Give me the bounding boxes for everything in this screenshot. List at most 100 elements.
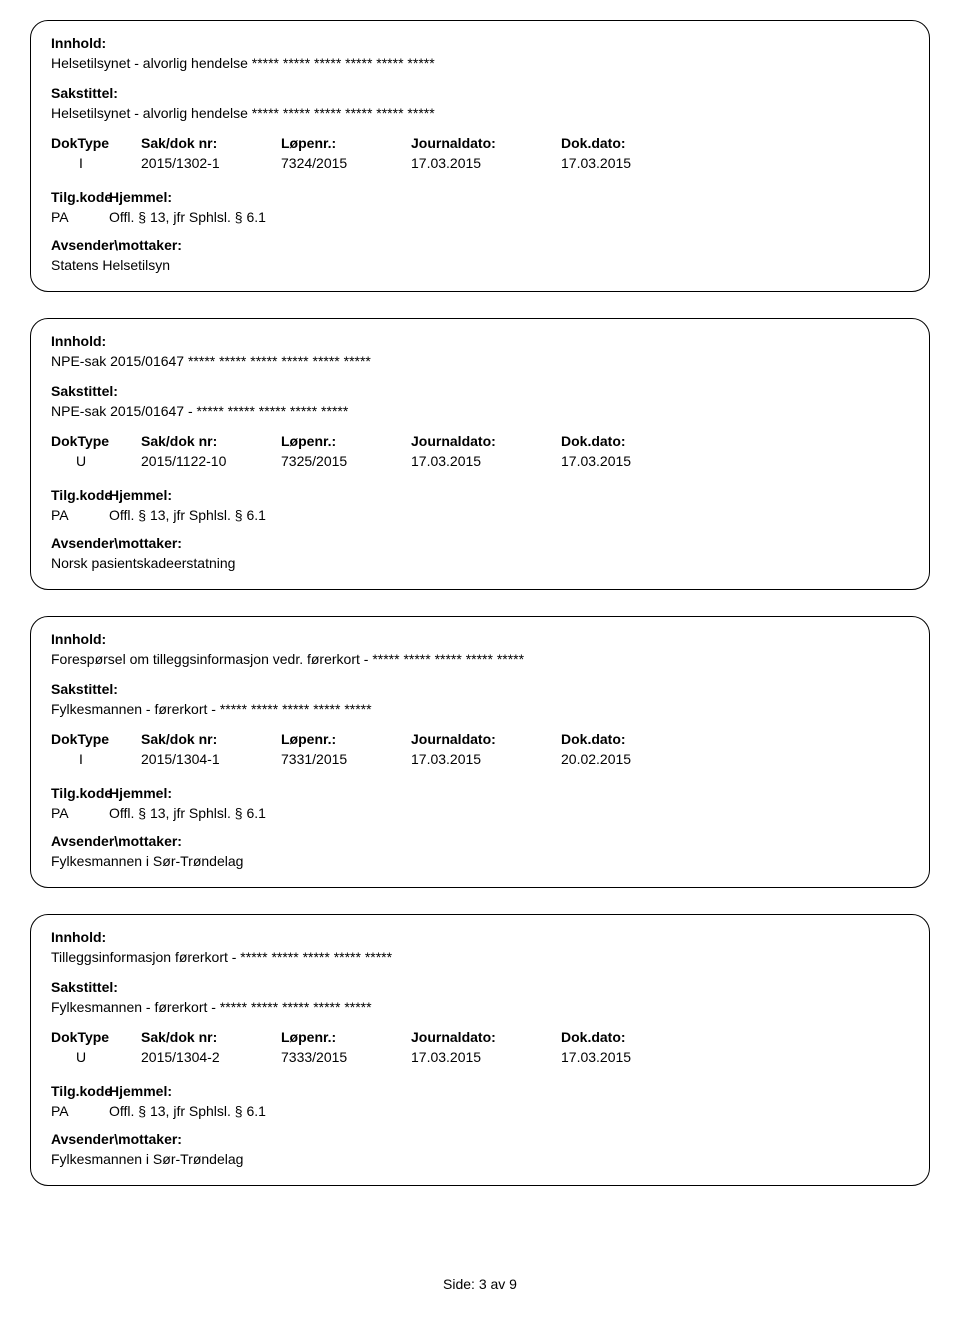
tilgkode-header: Tilg.kode [51, 1083, 109, 1099]
doktype-value: U [51, 453, 141, 469]
hjemmel-value: Offl. § 13, jfr Sphlsl. § 6.1 [109, 805, 909, 821]
meta-value-row: U 2015/1122-10 7325/2015 17.03.2015 17.0… [51, 453, 909, 469]
sakstittel-label: Sakstittel: [51, 85, 909, 101]
sakstittel-value: Helsetilsynet - alvorlig hendelse ***** … [51, 105, 909, 121]
journaldato-value: 17.03.2015 [411, 453, 561, 469]
avsender-value: Norsk pasientskadeerstatning [51, 555, 909, 571]
innhold-label: Innhold: [51, 631, 909, 647]
innhold-value: NPE-sak 2015/01647 ***** ***** ***** ***… [51, 353, 909, 369]
sakstittel-value: Fylkesmannen - førerkort - ***** ***** *… [51, 999, 909, 1015]
innhold-label: Innhold: [51, 35, 909, 51]
dokdato-value: 17.03.2015 [561, 1049, 691, 1065]
journaldato-header: Journaldato: [411, 731, 561, 747]
access-header-row: Tilg.kode Hjemmel: [51, 189, 909, 205]
doktype-header: DokType [51, 135, 141, 151]
avsender-value: Fylkesmannen i Sør-Trøndelag [51, 853, 909, 869]
doktype-value: I [51, 155, 141, 171]
tilgkode-value: PA [51, 507, 109, 523]
sakdok-value: 2015/1304-1 [141, 751, 281, 767]
hjemmel-header: Hjemmel: [109, 189, 909, 205]
tilgkode-header: Tilg.kode [51, 189, 109, 205]
lopenr-header: Løpenr.: [281, 433, 411, 449]
journaldato-value: 17.03.2015 [411, 1049, 561, 1065]
innhold-label: Innhold: [51, 929, 909, 945]
journaldato-header: Journaldato: [411, 135, 561, 151]
meta-value-row: U 2015/1304-2 7333/2015 17.03.2015 17.03… [51, 1049, 909, 1065]
journaldato-header: Journaldato: [411, 433, 561, 449]
doktype-header: DokType [51, 1029, 141, 1045]
lopenr-value: 7333/2015 [281, 1049, 411, 1065]
journal-entry: Innhold: Tilleggsinformasjon førerkort -… [30, 914, 930, 1186]
sakdok-value: 2015/1302-1 [141, 155, 281, 171]
meta-value-row: I 2015/1302-1 7324/2015 17.03.2015 17.03… [51, 155, 909, 171]
lopenr-header: Løpenr.: [281, 135, 411, 151]
sakdok-value: 2015/1122-10 [141, 453, 281, 469]
doktype-value: U [51, 1049, 141, 1065]
journal-entry: Innhold: NPE-sak 2015/01647 ***** ***** … [30, 318, 930, 590]
hjemmel-value: Offl. § 13, jfr Sphlsl. § 6.1 [109, 1103, 909, 1119]
avsender-value: Fylkesmannen i Sør-Trøndelag [51, 1151, 909, 1167]
lopenr-value: 7325/2015 [281, 453, 411, 469]
lopenr-header: Løpenr.: [281, 1029, 411, 1045]
tilgkode-value: PA [51, 1103, 109, 1119]
sakstittel-value: NPE-sak 2015/01647 - ***** ***** ***** *… [51, 403, 909, 419]
meta-header-row: DokType Sak/dok nr: Løpenr.: Journaldato… [51, 731, 909, 747]
sakdok-header: Sak/dok nr: [141, 433, 281, 449]
innhold-value: Forespørsel om tilleggsinformasjon vedr.… [51, 651, 909, 667]
meta-value-row: I 2015/1304-1 7331/2015 17.03.2015 20.02… [51, 751, 909, 767]
avsender-label: Avsender\mottaker: [51, 1131, 909, 1147]
journaldato-value: 17.03.2015 [411, 155, 561, 171]
journal-entry: Innhold: Forespørsel om tilleggsinformas… [30, 616, 930, 888]
lopenr-value: 7331/2015 [281, 751, 411, 767]
doktype-value: I [51, 751, 141, 767]
hjemmel-header: Hjemmel: [109, 785, 909, 801]
tilgkode-header: Tilg.kode [51, 487, 109, 503]
sakdok-value: 2015/1304-2 [141, 1049, 281, 1065]
meta-header-row: DokType Sak/dok nr: Løpenr.: Journaldato… [51, 433, 909, 449]
meta-header-row: DokType Sak/dok nr: Løpenr.: Journaldato… [51, 135, 909, 151]
access-header-row: Tilg.kode Hjemmel: [51, 1083, 909, 1099]
tilgkode-value: PA [51, 209, 109, 225]
access-value-row: PA Offl. § 13, jfr Sphlsl. § 6.1 [51, 805, 909, 821]
hjemmel-header: Hjemmel: [109, 487, 909, 503]
dokdato-value: 17.03.2015 [561, 155, 691, 171]
journal-entry: Innhold: Helsetilsynet - alvorlig hendel… [30, 20, 930, 292]
dokdato-header: Dok.dato: [561, 433, 691, 449]
access-value-row: PA Offl. § 13, jfr Sphlsl. § 6.1 [51, 507, 909, 523]
access-value-row: PA Offl. § 13, jfr Sphlsl. § 6.1 [51, 209, 909, 225]
sakdok-header: Sak/dok nr: [141, 731, 281, 747]
innhold-value: Helsetilsynet - alvorlig hendelse ***** … [51, 55, 909, 71]
journaldato-header: Journaldato: [411, 1029, 561, 1045]
sakdok-header: Sak/dok nr: [141, 1029, 281, 1045]
access-header-row: Tilg.kode Hjemmel: [51, 785, 909, 801]
hjemmel-header: Hjemmel: [109, 1083, 909, 1099]
tilgkode-header: Tilg.kode [51, 785, 109, 801]
sakdok-header: Sak/dok nr: [141, 135, 281, 151]
hjemmel-value: Offl. § 13, jfr Sphlsl. § 6.1 [109, 507, 909, 523]
page-footer: Side: 3 av 9 [30, 1276, 930, 1292]
sakstittel-value: Fylkesmannen - førerkort - ***** ***** *… [51, 701, 909, 717]
dokdato-value: 17.03.2015 [561, 453, 691, 469]
entries-container: Innhold: Helsetilsynet - alvorlig hendel… [30, 20, 930, 1186]
dokdato-value: 20.02.2015 [561, 751, 691, 767]
avsender-label: Avsender\mottaker: [51, 535, 909, 551]
journaldato-value: 17.03.2015 [411, 751, 561, 767]
avsender-label: Avsender\mottaker: [51, 833, 909, 849]
dokdato-header: Dok.dato: [561, 1029, 691, 1045]
lopenr-header: Løpenr.: [281, 731, 411, 747]
doktype-header: DokType [51, 433, 141, 449]
avsender-label: Avsender\mottaker: [51, 237, 909, 253]
sakstittel-label: Sakstittel: [51, 681, 909, 697]
page-indicator: Side: 3 av 9 [443, 1276, 517, 1292]
innhold-value: Tilleggsinformasjon førerkort - ***** **… [51, 949, 909, 965]
lopenr-value: 7324/2015 [281, 155, 411, 171]
dokdato-header: Dok.dato: [561, 731, 691, 747]
access-header-row: Tilg.kode Hjemmel: [51, 487, 909, 503]
innhold-label: Innhold: [51, 333, 909, 349]
sakstittel-label: Sakstittel: [51, 383, 909, 399]
access-value-row: PA Offl. § 13, jfr Sphlsl. § 6.1 [51, 1103, 909, 1119]
dokdato-header: Dok.dato: [561, 135, 691, 151]
tilgkode-value: PA [51, 805, 109, 821]
sakstittel-label: Sakstittel: [51, 979, 909, 995]
avsender-value: Statens Helsetilsyn [51, 257, 909, 273]
